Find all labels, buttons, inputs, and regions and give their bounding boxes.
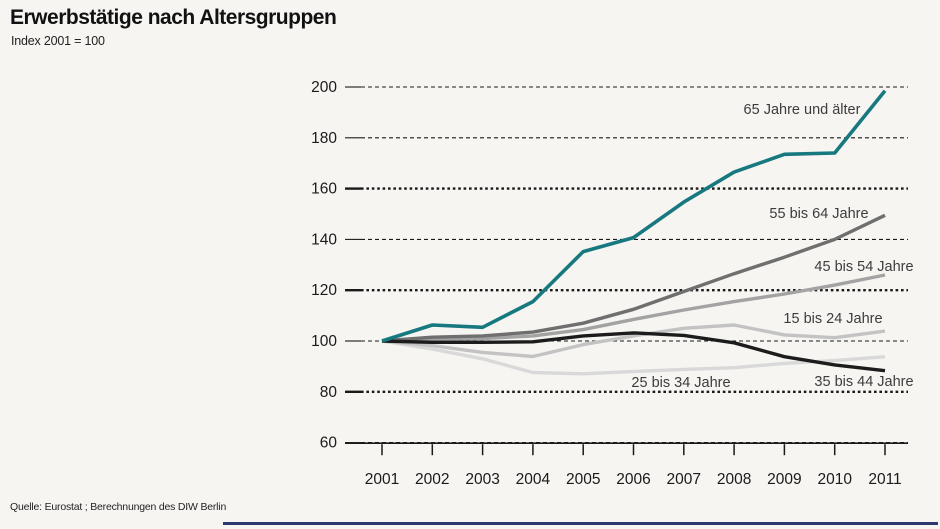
x-axis-label-2011: 2011 [868, 471, 901, 488]
x-axis-label-2007: 2007 [667, 471, 701, 488]
x-axis-label-2010: 2010 [817, 471, 852, 488]
series-line-15-bis-24-jahre [381, 323, 886, 359]
series-label-55-bis-64-jahre: 55 bis 64 Jahre [769, 206, 868, 222]
x-axis-label-2004: 2004 [516, 471, 551, 488]
x-axis-label-2001: 2001 [365, 471, 399, 488]
x-axis-label-2009: 2009 [767, 471, 801, 488]
y-axis-label-100: 100 [311, 333, 337, 350]
source-note: Quelle: Eurostat ; Berechnungen des DIW … [10, 501, 227, 513]
y-axis-label-160: 160 [311, 181, 337, 198]
x-axis-label-2003: 2003 [465, 471, 499, 488]
series-line-25-bis-34-jahre [381, 339, 886, 376]
series-line-35-bis-44-jahre [381, 331, 886, 373]
y-axis-label-60: 60 [320, 435, 338, 452]
series-label-15-bis-24-jahre: 15 bis 24 Jahre [783, 311, 882, 327]
x-axis-label-2005: 2005 [566, 471, 600, 488]
footer-accent-bar [223, 522, 938, 525]
x-axis-label-2006: 2006 [616, 471, 650, 488]
x-axis-label-2008: 2008 [717, 471, 751, 488]
chart-title: Erwerbstätige nach Altersgruppen [10, 6, 337, 29]
series-label-65-jahre-und-lter: 65 Jahre und älter [744, 102, 861, 118]
series-label-25-bis-34-jahre: 25 bis 34 Jahre [631, 375, 730, 391]
y-axis-label-120: 120 [311, 282, 337, 299]
series-label-45-bis-54-jahre: 45 bis 54 Jahre [814, 259, 913, 275]
series-line-45-bis-54-jahre [381, 273, 886, 343]
chart-subtitle: Index 2001 = 100 [11, 34, 105, 48]
y-axis-label-140: 140 [311, 231, 337, 248]
series-line-55-bis-64-jahre [381, 213, 886, 343]
series-line-65-jahre-und-lter [381, 89, 887, 343]
y-axis-label-80: 80 [320, 384, 338, 401]
series-label-35-bis-44-jahre: 35 bis 44 Jahre [814, 374, 913, 390]
y-axis-label-180: 180 [311, 130, 337, 147]
y-axis-label-200: 200 [311, 79, 337, 96]
x-axis-label-2002: 2002 [415, 471, 449, 488]
